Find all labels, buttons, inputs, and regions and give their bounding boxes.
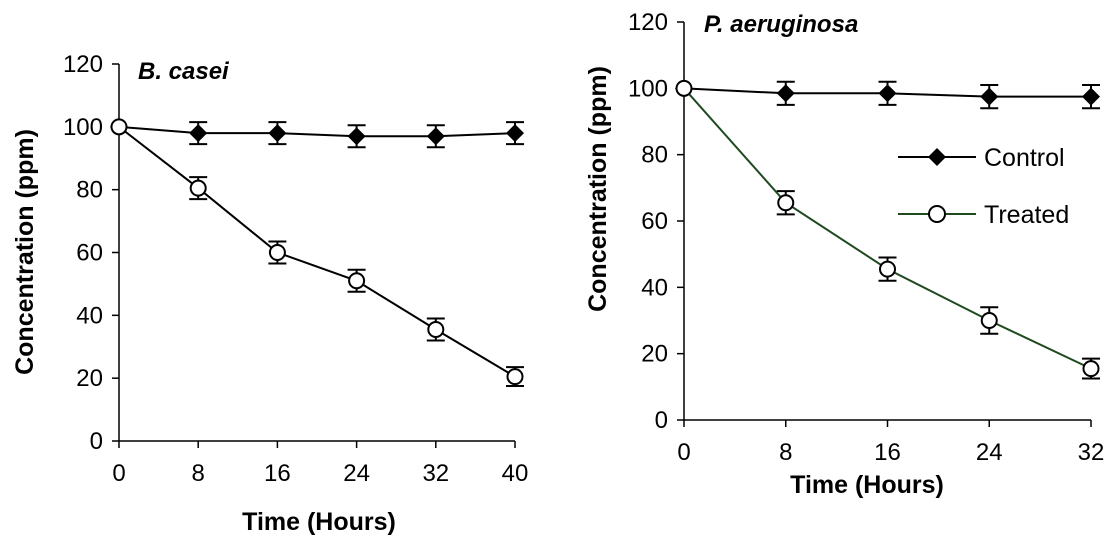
y-tick-label: 100 bbox=[63, 114, 103, 141]
x-axis-label: Time (Hours) bbox=[790, 471, 944, 499]
chart-b-casei: B. casei Concentration (ppm) Time (Hours… bbox=[11, 51, 528, 536]
data-point-treated bbox=[879, 260, 896, 278]
y-tick-label: 100 bbox=[628, 75, 668, 102]
plot-area: 0 20 40 60 80 100 120 0 8 16 24 32 bbox=[628, 9, 1104, 466]
chart-title: P. aeruginosa bbox=[704, 11, 858, 38]
data-point-control bbox=[506, 124, 524, 143]
data-point-treated bbox=[506, 368, 524, 386]
chart-title: B. casei bbox=[138, 58, 230, 85]
plot-area: 0 20 40 60 80 100 120 0 8 16 24 32 40 bbox=[63, 51, 528, 487]
data-point-treated bbox=[348, 272, 366, 290]
y-tick-label: 0 bbox=[90, 428, 103, 455]
x-tick-label: 0 bbox=[112, 460, 125, 487]
legend-label-control: Control bbox=[984, 144, 1065, 172]
y-tick-label: 20 bbox=[76, 365, 103, 392]
y-tick-label: 60 bbox=[641, 208, 668, 235]
x-tick-label: 32 bbox=[422, 460, 449, 487]
data-point-control bbox=[776, 84, 795, 103]
series-line-control bbox=[118, 125, 516, 138]
data-point-treated bbox=[189, 179, 207, 197]
chart-p-aeruginosa: P. aeruginosa Concentration (ppm) Time (… bbox=[584, 9, 1104, 499]
data-point-control bbox=[189, 124, 208, 143]
data-point-control bbox=[980, 87, 999, 106]
data-point-treated bbox=[110, 118, 128, 136]
data-point-control bbox=[268, 124, 287, 143]
data-point-treated bbox=[675, 79, 693, 97]
y-tick-label: 60 bbox=[76, 240, 103, 267]
y-tick-label: 20 bbox=[641, 341, 668, 368]
y-tick-label: 80 bbox=[641, 142, 668, 169]
data-point-control bbox=[1082, 87, 1100, 106]
data-point-treated bbox=[268, 244, 286, 261]
y-tick-label: 120 bbox=[63, 51, 103, 78]
x-axis-label: Time (Hours) bbox=[242, 508, 396, 536]
data-point-treated bbox=[777, 194, 795, 212]
legend-marker-treated bbox=[928, 205, 946, 223]
legend-marker-control bbox=[928, 148, 946, 166]
data-point-treated bbox=[427, 320, 445, 338]
y-tick-label: 0 bbox=[655, 407, 668, 434]
y-tick-label: 40 bbox=[641, 274, 668, 301]
y-tick-label: 40 bbox=[76, 302, 103, 329]
x-tick-label: 40 bbox=[502, 460, 529, 487]
x-tick-label: 32 bbox=[1078, 439, 1105, 466]
series-line-treated bbox=[118, 126, 516, 378]
data-point-treated bbox=[1082, 360, 1100, 378]
data-point-control bbox=[426, 127, 445, 146]
legend: Control Treated bbox=[898, 144, 1069, 229]
y-tick-label: 80 bbox=[76, 177, 103, 204]
x-tick-label: 0 bbox=[677, 439, 690, 466]
x-tick-label: 16 bbox=[874, 439, 901, 466]
legend-item-treated: Treated bbox=[898, 201, 1069, 229]
y-tick-label: 120 bbox=[628, 9, 668, 36]
x-tick-label: 16 bbox=[264, 460, 291, 487]
legend-item-control: Control bbox=[898, 144, 1065, 172]
data-point-control bbox=[878, 84, 897, 103]
x-tick-label: 8 bbox=[779, 439, 792, 466]
data-point-control bbox=[347, 127, 366, 146]
y-axis-label: Concentration (ppm) bbox=[11, 129, 39, 375]
y-axis-label: Concentration (ppm) bbox=[584, 66, 612, 312]
x-tick-label: 24 bbox=[343, 460, 370, 487]
x-tick-label: 24 bbox=[976, 439, 1003, 466]
data-point-treated bbox=[980, 312, 998, 329]
legend-label-treated: Treated bbox=[984, 201, 1069, 229]
x-tick-label: 8 bbox=[192, 460, 205, 487]
